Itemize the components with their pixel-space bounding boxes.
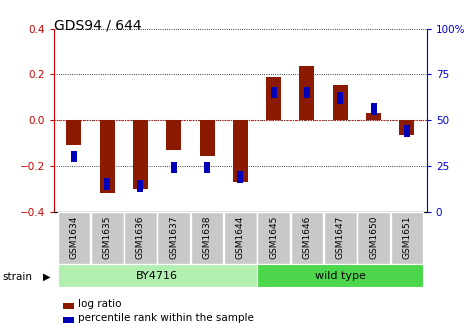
Bar <box>304 87 310 98</box>
Bar <box>124 212 157 264</box>
Bar <box>299 66 314 120</box>
Bar <box>366 113 381 120</box>
Bar <box>333 85 348 120</box>
Bar <box>257 212 290 264</box>
Text: GSM1647: GSM1647 <box>336 216 345 259</box>
Text: wild type: wild type <box>315 270 366 281</box>
Text: BY4716: BY4716 <box>136 270 178 281</box>
Bar <box>71 151 77 163</box>
Bar <box>58 212 90 264</box>
Text: GSM1634: GSM1634 <box>69 216 78 259</box>
Bar <box>404 125 410 137</box>
Bar <box>266 77 281 120</box>
Bar <box>58 264 257 287</box>
Bar <box>100 120 115 194</box>
Bar <box>224 212 257 264</box>
Text: percentile rank within the sample: percentile rank within the sample <box>78 313 254 323</box>
Bar <box>291 212 323 264</box>
Text: strain: strain <box>2 272 32 282</box>
Bar <box>191 212 223 264</box>
Bar <box>257 264 423 287</box>
Text: GSM1638: GSM1638 <box>203 216 212 259</box>
Text: ▶: ▶ <box>43 272 51 282</box>
Text: GSM1635: GSM1635 <box>103 216 112 259</box>
Bar <box>104 178 110 190</box>
Bar <box>204 162 210 173</box>
Bar <box>158 212 190 264</box>
Bar <box>237 171 243 182</box>
Text: log ratio: log ratio <box>78 299 122 309</box>
Bar <box>137 180 144 192</box>
Bar <box>391 212 423 264</box>
Text: GSM1646: GSM1646 <box>303 216 311 259</box>
Text: GSM1637: GSM1637 <box>169 216 178 259</box>
Text: GSM1651: GSM1651 <box>402 216 411 259</box>
Bar <box>357 212 390 264</box>
Bar <box>371 103 377 115</box>
Text: GSM1644: GSM1644 <box>236 216 245 259</box>
Text: GDS94 / 644: GDS94 / 644 <box>54 18 142 33</box>
Bar <box>337 92 343 104</box>
Text: GSM1636: GSM1636 <box>136 216 145 259</box>
Bar <box>91 212 123 264</box>
Bar <box>271 87 277 98</box>
Bar <box>324 212 356 264</box>
Text: GSM1650: GSM1650 <box>369 216 378 259</box>
Bar <box>67 120 82 145</box>
Bar <box>166 120 182 150</box>
Bar <box>200 120 214 156</box>
Bar <box>171 162 177 173</box>
Bar <box>399 120 414 135</box>
Bar <box>233 120 248 182</box>
Text: GSM1645: GSM1645 <box>269 216 278 259</box>
Bar <box>133 120 148 189</box>
